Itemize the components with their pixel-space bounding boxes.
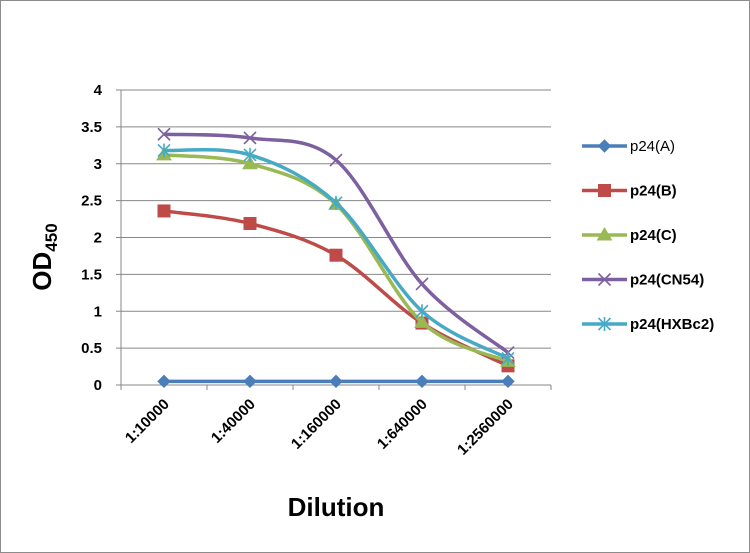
series-line (163, 132, 510, 354)
y-tick-label: 3.5 (81, 119, 102, 136)
x-tick-label: 1:2560000 (454, 396, 517, 459)
y-tick-label: 1 (94, 303, 102, 320)
y-tick-label: 2 (94, 230, 102, 247)
legend-marker (598, 184, 611, 197)
data-point-marker (243, 131, 257, 145)
y-tick-label: 3 (94, 156, 102, 173)
x-tick-label: 1:160000 (288, 396, 345, 453)
legend-item: p24(CN54) (582, 272, 704, 289)
series-p24(CN54) (157, 127, 515, 360)
x-tick-label: 1:40000 (208, 396, 259, 447)
data-point-marker (415, 277, 429, 291)
y-axis-title: OD450 (27, 223, 61, 290)
data-point-marker (415, 374, 429, 389)
legend-item: p24(C) (582, 227, 677, 244)
data-point-marker (329, 248, 343, 262)
legend-marker (596, 227, 613, 241)
x-axis-title: Dilution (288, 492, 385, 522)
data-point-marker (414, 314, 430, 328)
series-p24(A) (157, 374, 515, 389)
data-point-marker (329, 374, 343, 389)
x-tick-label: 1:640000 (374, 396, 431, 453)
data-point-marker (157, 204, 171, 218)
y-tick-label: 0 (94, 377, 102, 394)
legend-label: p24(C) (630, 227, 677, 244)
data-point-marker (157, 374, 171, 389)
data-point-marker (501, 351, 515, 366)
y-tick-label: 2.5 (81, 193, 102, 210)
legend-label: p24(A) (630, 138, 675, 155)
axes (116, 89, 552, 390)
data-point-marker (157, 127, 171, 141)
data-point-marker (329, 195, 343, 210)
y-axis-title-main: OD (27, 252, 57, 291)
data-point-marker (243, 216, 257, 230)
x-tick-labels: 1:10000 1:40000 1:160000 1:640000 1:2560000 (122, 396, 517, 459)
y-tick-label: 1.5 (81, 266, 102, 283)
legend-marker (597, 139, 612, 153)
legend-label: p24(B) (630, 183, 677, 200)
legend-item: p24(B) (582, 183, 677, 200)
data-point-marker (157, 143, 171, 158)
series-layer (156, 127, 516, 389)
legend-marker (597, 272, 612, 287)
legend-marker (597, 317, 612, 331)
y-tick-label: 0.5 (81, 340, 102, 357)
data-point-marker (329, 153, 343, 167)
data-point-marker (501, 374, 515, 389)
x-tick-label: 1:10000 (122, 396, 173, 447)
y-tick-label: 4 (94, 82, 103, 99)
legend: p24(A) p24(B) p24(C) p24(CN54) p24(HXBc2) (582, 138, 714, 333)
data-point-marker (243, 374, 257, 389)
y-axis-title-subscript: 450 (42, 223, 61, 251)
legend-item: p24(HXBc2) (582, 316, 714, 333)
data-point-marker (242, 155, 258, 170)
legend-label: p24(CN54) (630, 272, 704, 289)
data-point-marker (243, 147, 257, 162)
series-p24(HXBc2) (157, 143, 515, 366)
legend-item: p24(A) (582, 138, 675, 155)
data-point-marker (415, 304, 429, 319)
gridlines (121, 89, 551, 349)
legend-label: p24(HXBc2) (630, 316, 714, 333)
y-tick-labels: 0 0.5 1 1.5 2 2.5 3 3.5 4 (81, 82, 103, 394)
